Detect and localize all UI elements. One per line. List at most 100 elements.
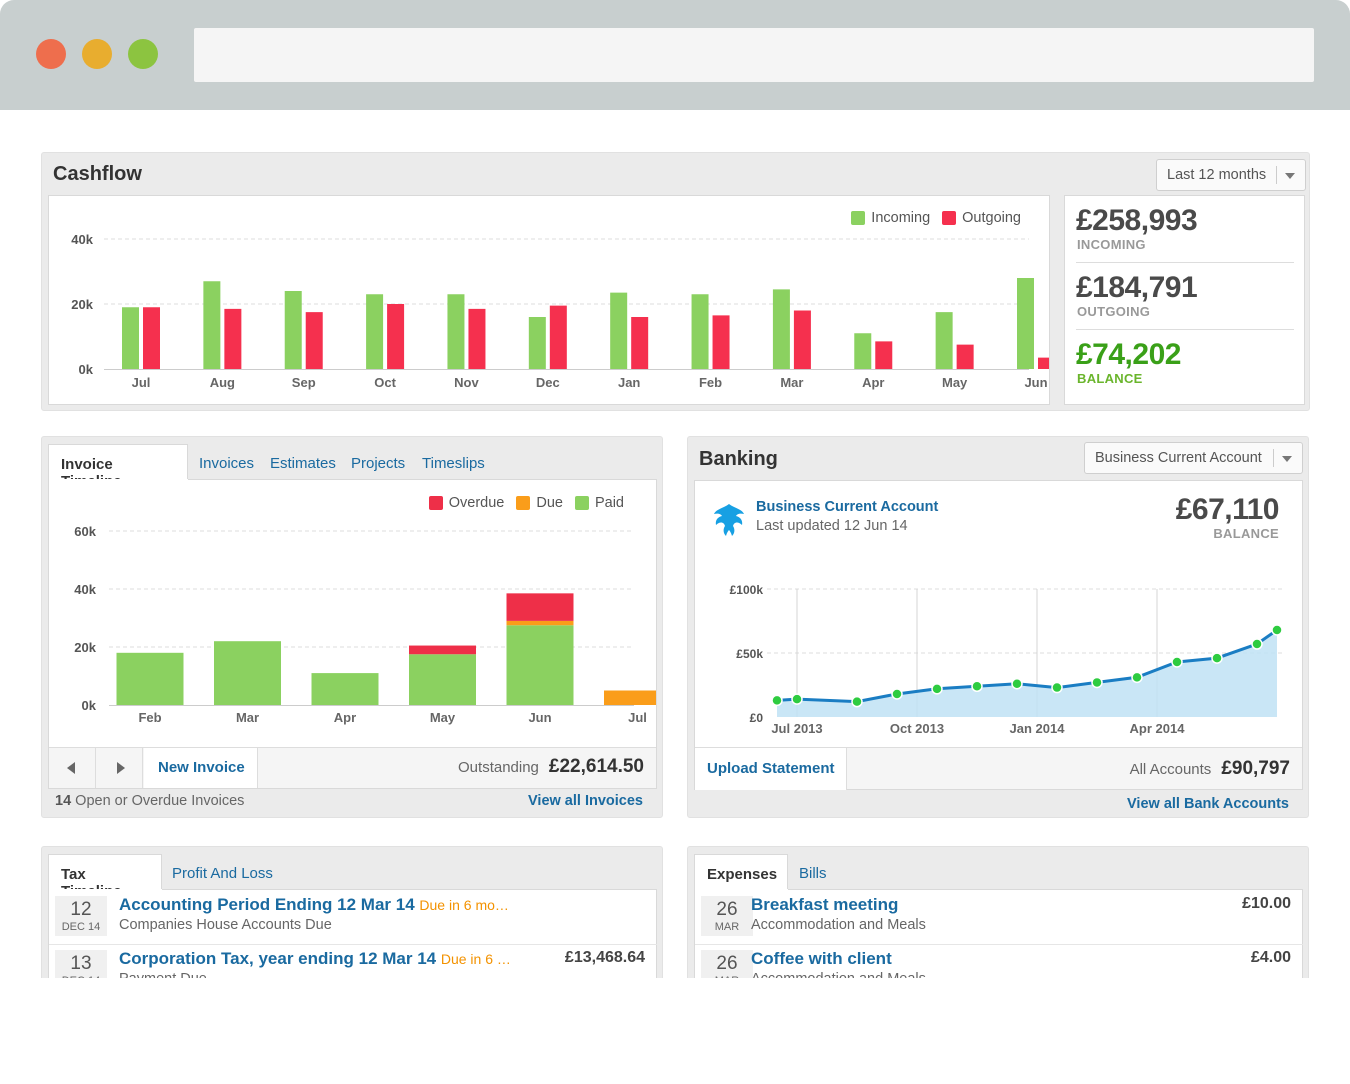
legend-swatch-overdue — [428, 496, 443, 510]
legend-swatch-due — [516, 496, 531, 510]
legend-swatch-outgoing — [942, 211, 957, 225]
x-tick-label: Dec — [536, 375, 560, 390]
y-tick-label: 20k — [71, 297, 93, 312]
legend-swatch-incoming — [851, 211, 866, 225]
upload-statement-button[interactable]: Upload Statement — [695, 748, 847, 790]
x-tick-label: Feb — [138, 710, 161, 725]
bank-account-select[interactable]: Business Current Account — [1084, 442, 1303, 474]
bar-incoming — [284, 291, 302, 369]
bar-paid — [116, 652, 184, 705]
legend-label-overdue: Overdue — [448, 495, 505, 511]
tab-expenses[interactable]: Expenses — [694, 854, 788, 890]
bar-incoming — [610, 292, 628, 369]
x-tick-label: Oct 2013 — [890, 721, 944, 736]
minimize-window-dot[interactable] — [82, 39, 112, 69]
y-tick-label: £50k — [736, 647, 763, 661]
tab-projects[interactable]: Projects — [351, 455, 406, 472]
expense-item-title[interactable]: Breakfast meeting — [751, 895, 899, 914]
tab-tax-timeline[interactable]: Tax Timeline — [48, 854, 162, 900]
cashflow-chart: 0k 20k 40k Jul Aug Sep Oct Nov Dec Jan Feb Mar Apr Ma… — [71, 232, 1049, 390]
bank-logo-icon — [714, 504, 744, 536]
invoice-chart-card: Overdue Due Paid 0k 20k 40k 60k Feb Mar Apr May… — [48, 479, 657, 789]
cashflow-period-select[interactable]: Last 12 months — [1156, 159, 1306, 191]
balance-point — [1091, 676, 1103, 689]
tax-item-amount: £13,468.64 — [564, 949, 645, 966]
invoice-timeline-chart: 0k 20k 40k 60k Feb Mar Apr May Jun Jul — [74, 524, 656, 725]
x-tick-label: Sep — [292, 375, 316, 390]
new-invoice-button[interactable]: New Invoice — [144, 748, 258, 788]
bar-outgoing — [387, 304, 405, 369]
bar-paid — [506, 625, 574, 705]
all-accounts-label: All Accounts — [1129, 761, 1212, 778]
bar-due — [506, 620, 574, 626]
cashflow-period-value: Last 12 months — [1167, 167, 1267, 183]
tab-estimates[interactable]: Estimates — [270, 455, 336, 472]
bar-incoming — [447, 294, 465, 369]
x-tick-label: Apr — [334, 710, 356, 725]
view-all-bank-accounts-link[interactable]: View all Bank Accounts — [1127, 796, 1289, 812]
legend-label-paid: Paid — [594, 495, 624, 511]
bar-outgoing — [143, 307, 160, 369]
cashflow-summary-card: £258,993 INCOMING £184,791 OUTGOING £74,… — [1064, 195, 1305, 405]
address-bar[interactable] — [194, 28, 1314, 82]
bar-outgoing — [793, 310, 811, 369]
balance-label: BALANCE — [1077, 371, 1143, 386]
date-badge: 26 MAR — [701, 896, 753, 936]
y-tick-label: 40k — [74, 582, 96, 597]
legend-label-due: Due — [536, 495, 563, 511]
bar-incoming — [1017, 278, 1034, 369]
balance-point — [1011, 677, 1023, 690]
tab-profit-and-loss[interactable]: Profit And Loss — [172, 865, 273, 882]
new-invoice-label: New Invoice — [158, 759, 245, 776]
previous-button[interactable] — [49, 748, 96, 788]
x-tick-label: Jun — [1024, 375, 1047, 390]
chevron-right-icon — [117, 762, 125, 774]
x-tick-label: Nov — [454, 375, 479, 390]
cashflow-title: Cashflow — [53, 163, 142, 185]
x-tick-label: Oct — [374, 375, 396, 390]
tab-invoices[interactable]: Invoices — [199, 455, 255, 472]
bank-account-select-value: Business Current Account — [1095, 450, 1262, 466]
bar-overdue — [506, 593, 574, 621]
balance-point — [1171, 656, 1183, 668]
banking-title: Banking — [699, 448, 778, 470]
balance-point — [851, 695, 863, 708]
all-accounts-summary: All Accounts £90,797 — [1130, 758, 1290, 780]
bank-account-name[interactable]: Business Current Account — [756, 499, 939, 515]
invoice-legend: Overdue Due Paid — [428, 495, 624, 511]
next-button[interactable] — [96, 748, 143, 788]
balance-point — [771, 694, 783, 707]
tab-invoice-timeline[interactable]: Invoice Timeline — [48, 444, 188, 490]
x-tick-label: Mar — [236, 710, 259, 725]
outstanding-summary: Outstanding £22,614.50 — [458, 756, 644, 778]
tax-item-subtitle: Companies House Accounts Due — [119, 917, 332, 933]
balance-point — [1271, 624, 1283, 636]
balance-point — [971, 680, 983, 693]
tax-item-title[interactable]: Accounting Period Ending 12 Mar 14 Due i… — [119, 895, 509, 914]
incoming-label: INCOMING — [1077, 237, 1146, 252]
bank-balance-value: £67,110 — [1175, 493, 1280, 526]
bar-paid — [409, 654, 476, 705]
tax-item-title[interactable]: Corporation Tax, year ending 12 Mar 14 D… — [119, 949, 511, 968]
y-tick-label: 60k — [74, 524, 96, 539]
bar-incoming — [935, 312, 953, 369]
bar-incoming — [122, 307, 139, 369]
expense-item-title[interactable]: Coffee with client — [751, 949, 892, 968]
x-tick-label: Jun — [528, 710, 551, 725]
list-item[interactable]: 26 MAR Breakfast meeting Accommodation a… — [695, 891, 1303, 945]
bar-incoming — [203, 281, 221, 369]
close-window-dot[interactable] — [36, 39, 66, 69]
view-all-invoices-link[interactable]: View all Invoices — [528, 793, 643, 809]
x-tick-label: Apr — [862, 375, 884, 390]
list-item[interactable]: 12 DEC 14 Accounting Period Ending 12 Ma… — [49, 891, 657, 945]
tab-bills[interactable]: Bills — [799, 865, 827, 882]
tab-timeslips[interactable]: Timeslips — [422, 455, 485, 472]
maximize-window-dot[interactable] — [128, 39, 158, 69]
bar-paid — [311, 673, 379, 705]
chevron-down-icon — [1282, 456, 1292, 462]
bank-balance-chart: £0 £50k £100k Jul 2013 Oct 2013 Jan 2014 Apr 2… — [730, 583, 1283, 736]
browser-chrome — [0, 0, 1350, 110]
balance-total: £74,202 — [1076, 338, 1181, 371]
balance-point — [1211, 652, 1223, 664]
cashflow-legend: Incoming Outgoing — [851, 210, 1021, 226]
